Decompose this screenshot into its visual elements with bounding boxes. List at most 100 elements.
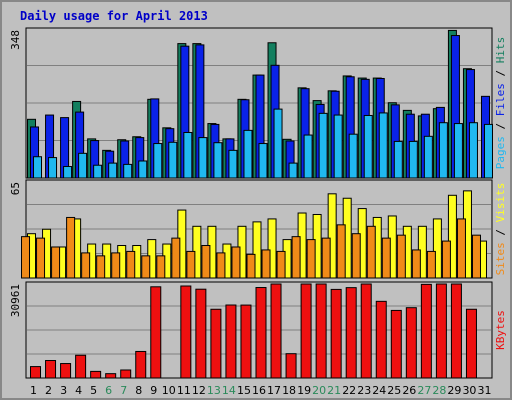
sites-bar bbox=[51, 246, 61, 279]
day-label: 15 bbox=[237, 384, 251, 397]
sites-bar bbox=[81, 252, 91, 279]
sites-bar bbox=[231, 246, 241, 279]
pages-bar bbox=[183, 131, 193, 179]
pages-bar bbox=[243, 129, 253, 179]
pages-bar bbox=[438, 122, 448, 179]
sites-bar bbox=[201, 245, 211, 279]
day-label: 31 bbox=[477, 384, 491, 397]
sites-bar bbox=[186, 250, 196, 279]
day-label: 13 bbox=[207, 384, 221, 397]
kbytes-bar bbox=[120, 369, 132, 379]
sites-bar bbox=[96, 255, 106, 279]
day-label: 24 bbox=[372, 384, 386, 397]
top-legend-entry: Files bbox=[494, 83, 507, 116]
sites-bar bbox=[171, 237, 181, 279]
sites-bar bbox=[216, 252, 226, 279]
pages-bar bbox=[288, 162, 298, 179]
sites-bar bbox=[21, 236, 31, 279]
pages-bar bbox=[228, 149, 238, 179]
kbytes-bar bbox=[435, 283, 447, 379]
kbytes-bar bbox=[270, 283, 282, 379]
visits-bar bbox=[252, 221, 262, 279]
day-label: 2 bbox=[45, 384, 52, 397]
day-label: 16 bbox=[252, 384, 266, 397]
kbytes-bar bbox=[225, 304, 237, 379]
middle-max-label: 65 bbox=[9, 182, 22, 195]
middle-side-legend: Sites / Visits bbox=[494, 183, 507, 276]
pages-bar bbox=[453, 123, 463, 179]
day-label: 29 bbox=[447, 384, 461, 397]
top-max-label: 348 bbox=[9, 30, 22, 50]
sites-bar bbox=[441, 240, 451, 279]
kbytes-bar bbox=[360, 283, 372, 379]
kbytes-bar bbox=[375, 300, 387, 379]
top-side-legend: Pages / Files / Hits bbox=[494, 37, 507, 170]
sites-bar bbox=[306, 239, 316, 279]
kbytes-bar bbox=[315, 283, 327, 379]
sites-bar bbox=[471, 234, 481, 279]
day-label: 9 bbox=[150, 384, 157, 397]
top-legend-entry: Pages bbox=[494, 136, 507, 169]
pages-bar bbox=[78, 152, 88, 179]
sites-bar bbox=[291, 236, 301, 279]
kbytes-bar bbox=[105, 373, 117, 379]
kbytes-bar bbox=[180, 285, 192, 379]
kbytes-bar bbox=[345, 287, 357, 379]
pages-bar bbox=[153, 143, 163, 179]
kbytes-bar bbox=[150, 286, 162, 379]
kbytes-bar bbox=[195, 288, 207, 379]
day-label: 20 bbox=[312, 384, 326, 397]
pages-bar bbox=[363, 114, 373, 179]
middle-legend-entry: Sites bbox=[494, 242, 507, 275]
kbytes-bar bbox=[135, 350, 147, 379]
pages-bar bbox=[393, 140, 403, 179]
day-label: 18 bbox=[282, 384, 296, 397]
kbytes-bar bbox=[330, 288, 342, 379]
kbytes-bar bbox=[210, 308, 222, 379]
day-label: 1 bbox=[30, 384, 37, 397]
day-label: 7 bbox=[120, 384, 127, 397]
pages-bar bbox=[423, 135, 433, 179]
kbytes-bar bbox=[405, 307, 417, 379]
kbytes-bar bbox=[90, 370, 102, 379]
sites-bar bbox=[411, 249, 421, 279]
sites-bar bbox=[246, 253, 256, 279]
chart-title: Daily usage for April 2013 bbox=[20, 9, 208, 23]
bottom-legend-entry: KBytes bbox=[494, 310, 507, 350]
visits-bar bbox=[327, 193, 337, 279]
day-label: 12 bbox=[192, 384, 206, 397]
sites-bar bbox=[261, 249, 271, 279]
middle-legend-entry: / bbox=[494, 222, 507, 242]
sites-bar bbox=[276, 250, 286, 279]
kbytes-bar bbox=[240, 304, 252, 379]
kbytes-bar bbox=[300, 283, 312, 379]
day-label: 17 bbox=[267, 384, 281, 397]
day-label: 19 bbox=[297, 384, 311, 397]
kbytes-bar bbox=[45, 360, 57, 379]
pages-bar bbox=[318, 112, 328, 179]
kbytes-bar bbox=[285, 353, 297, 379]
bottom-side-legend: KBytes bbox=[494, 310, 507, 350]
top-legend-entry: Hits bbox=[494, 37, 507, 64]
sites-bar bbox=[156, 255, 166, 279]
pages-bar bbox=[123, 163, 133, 179]
day-label: 25 bbox=[387, 384, 401, 397]
kbytes-bar bbox=[465, 308, 477, 379]
sites-bar bbox=[336, 224, 346, 279]
pages-bar bbox=[483, 123, 493, 179]
day-label: 14 bbox=[222, 384, 236, 397]
sites-bar bbox=[36, 237, 46, 279]
kbytes-bar bbox=[450, 283, 462, 379]
sites-bar bbox=[141, 255, 151, 279]
pages-bar bbox=[108, 162, 118, 179]
sites-bar bbox=[66, 216, 76, 279]
visits-bar bbox=[432, 218, 442, 279]
pages-bar bbox=[378, 112, 388, 179]
day-label: 21 bbox=[327, 384, 341, 397]
sites-bar bbox=[321, 237, 331, 279]
sites-bar bbox=[366, 225, 376, 279]
visits-bar bbox=[447, 194, 457, 279]
day-label: 8 bbox=[135, 384, 142, 397]
kbytes-bar bbox=[60, 363, 72, 379]
